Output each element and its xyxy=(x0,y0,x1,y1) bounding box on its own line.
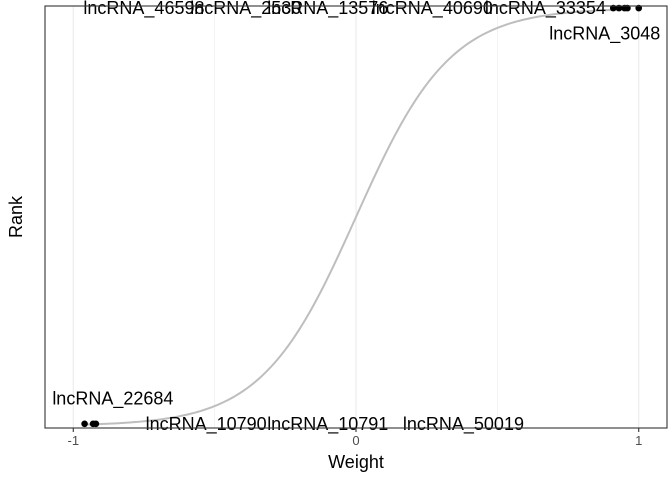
x-tick-label: 0 xyxy=(352,433,359,448)
point-label: lncRNA_10790 xyxy=(146,414,267,435)
point-label: lncRNA_33354 xyxy=(485,0,606,19)
rank-curve-layer xyxy=(84,8,631,426)
point-label: lncRNA_2530 xyxy=(190,0,301,19)
point-label: lncRNA_46598 xyxy=(83,0,204,19)
data-point xyxy=(92,420,100,428)
y-axis-title: Rank xyxy=(6,195,26,238)
rank-curve xyxy=(84,8,631,426)
point-label: lncRNA_50019 xyxy=(403,414,524,435)
point-label: lncRNA_10791 xyxy=(267,414,388,435)
x-tick-label: 1 xyxy=(635,433,642,448)
point-label: lncRNA_22684 xyxy=(52,388,173,409)
x-axis-title: Weight xyxy=(328,452,384,472)
x-tick-label: -1 xyxy=(67,433,79,448)
annotations-layer: lncRNA_46598lncRNA_2530lncRNA_13576lncRN… xyxy=(52,0,660,435)
point-label: lncRNA_13576 xyxy=(267,0,388,19)
point-label: lncRNA_40690 xyxy=(372,0,493,19)
x-axis: -1 0 1 xyxy=(67,428,642,448)
point-label: lncRNA_3048 xyxy=(549,23,660,44)
data-point xyxy=(81,420,88,428)
